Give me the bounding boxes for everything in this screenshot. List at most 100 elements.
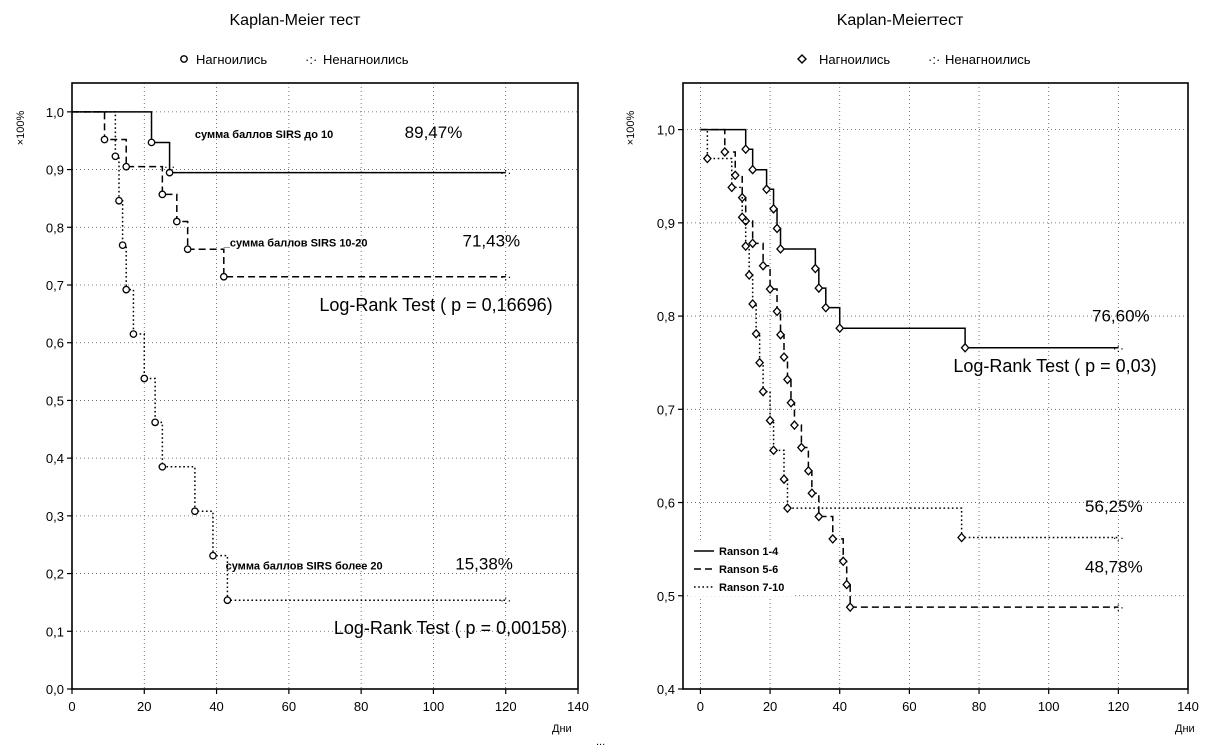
left-event-marker-2-0 (111, 152, 120, 161)
left-y-tick-label-7: 0,7 (46, 278, 64, 293)
left-event-marker-1-3 (172, 217, 181, 226)
left-annotation-7: Log-Rank Test ( p = 0,00158) (334, 618, 567, 638)
right-x-tick-label-2: 40 (832, 699, 846, 714)
right-event-marker-2-1 (727, 182, 737, 193)
left-y-tick-label-8: 0,8 (46, 220, 64, 235)
right-event-marker-2-13 (957, 532, 967, 543)
right-x-tick-label-4: 80 (972, 699, 986, 714)
right-event-marker-1-18 (838, 556, 848, 567)
right-series-line-1 (700, 128, 1119, 608)
left-x-tick-label-4: 80 (354, 699, 368, 714)
right-event-marker-1-12 (789, 420, 799, 431)
left-y-tick-label-1: 0,1 (46, 624, 64, 639)
left-annotation-5: сумма баллов SIRS более 20 (226, 561, 383, 573)
right-event-marker-1-16 (814, 511, 824, 522)
left-y-tick-label-9: 0,9 (46, 163, 64, 178)
right-annotation-0: 76,60% (1092, 307, 1150, 326)
right-series-legend: Ranson 1-4 Ranson 5-6 Ranson 7-10 (690, 541, 794, 596)
right-x-tick-label-3: 60 (902, 699, 916, 714)
right-event-marker-1-20 (845, 602, 855, 613)
left-event-marker-1-1 (122, 162, 131, 171)
left-x-tick-label-3: 60 (282, 699, 296, 714)
right-y-tick-label-6: 1,0 (657, 123, 675, 138)
right-y-tick-label-4: 0,8 (657, 309, 675, 324)
left-x-tick-label-2: 40 (209, 699, 223, 714)
left-grid (72, 83, 578, 689)
left-y-tick-label-6: 0,6 (46, 336, 64, 351)
right-ticks: 0 20 40 60 80 100 120 140 0,4 0,5 0,6 0,7 0,8 0,9 1,0 (657, 123, 1199, 714)
left-x-tick-label-1: 20 (137, 699, 151, 714)
right-event-marker-1-11 (786, 397, 796, 408)
left-x-tick-label-0: 0 (68, 699, 75, 714)
right-y-tick-label-5: 0,9 (657, 216, 675, 231)
left-y-tick-label-5: 0,5 (46, 393, 64, 408)
right-event-marker-1-14 (803, 465, 813, 476)
right-x-tick-label-5: 100 (1038, 699, 1060, 714)
left-event-marker-1-0 (100, 135, 109, 144)
left-annotations: сумма баллов SIRS до 10 89,47% _сумма балл… (195, 123, 567, 638)
left-event-marker-2-6 (151, 418, 159, 427)
right-event-marker-2-5 (748, 298, 758, 309)
left-legend-label-2: Ненагноились (323, 52, 409, 67)
right-grid (683, 83, 1188, 689)
left-y-tick-label-0: 0,0 (46, 682, 64, 697)
right-event-marker-0-7 (814, 283, 824, 294)
left-bottom-mark: ... (596, 736, 605, 748)
right-series-legend-label-3: Ranson 7-10 (719, 582, 784, 594)
right-event-marker-0-4 (772, 223, 782, 234)
right-censored-marker-1-0: ·:· (1113, 600, 1124, 614)
right-legend-marker-1 (797, 54, 807, 64)
right-series-line-2 (700, 128, 1119, 539)
right-y-tick-label-1: 0,5 (657, 589, 675, 604)
right-plot-frame (682, 82, 1189, 690)
left-event-marker-2-3 (122, 285, 131, 294)
right-event-marker-0-6 (810, 263, 820, 274)
left-event-marker-1-2 (158, 190, 167, 199)
right-event-marker-2-9 (765, 415, 775, 426)
right-event-marker-1-10 (783, 374, 792, 385)
left-censored-marker-2-0: ·:· (500, 593, 511, 607)
right-y-tick-label-0: 0,4 (657, 682, 675, 697)
left-event-marker-2-5 (140, 374, 149, 383)
left-annotation-0: сумма баллов SIRS до 10 (195, 129, 333, 141)
right-event-marker-0-1 (748, 164, 758, 175)
right-annotation-2: 56,25% (1085, 497, 1143, 516)
left-annotation-1: 89,47% (405, 123, 463, 142)
left-bottom-note: Дни (552, 723, 572, 735)
left-series-line-0 (72, 111, 506, 174)
right-event-marker-1-13 (796, 442, 806, 453)
left-y-tick-label-10: 1,0 (46, 105, 64, 120)
left-censored-marker-1-0: ·:· (164, 160, 175, 174)
right-event-marker-1-4 (748, 238, 758, 249)
left-event-marker-1-5 (219, 272, 228, 281)
left-legend-marker-2: ·:· (305, 52, 317, 67)
right-x-tick-label-1: 20 (763, 699, 777, 714)
right-series: ·:· ·:· ·:· (700, 128, 1124, 614)
right-event-marker-0-10 (960, 342, 970, 353)
left-plot-frame (71, 82, 579, 690)
right-x-tick-label-6: 120 (1107, 699, 1129, 714)
right-bottom-note: Дни (1175, 723, 1195, 735)
left-event-marker-2-4 (129, 330, 138, 338)
left-event-marker-2-8 (191, 507, 199, 516)
left-chart: Kaplan-Meier тест Нагноились ·:· Ненагно… (15, 12, 605, 748)
left-y-tick-label-4: 0,4 (46, 451, 64, 466)
left-y-tick-label-3: 0,3 (46, 509, 64, 524)
right-event-marker-2-11 (779, 474, 789, 485)
right-y-tick-label-3: 0,7 (657, 402, 675, 417)
right-annotation-3: 48,78% (1085, 557, 1143, 576)
right-chart-title: Kaplan-Meierтест (837, 12, 964, 29)
left-censored-marker-0-0: ·:· (500, 166, 511, 180)
left-censored-marker-1-1: ·:· (500, 270, 511, 284)
left-x-tick-label-5: 100 (423, 699, 445, 714)
right-series-legend-label-1: Ranson 1-4 (719, 546, 779, 558)
right-event-marker-1-5 (758, 260, 768, 271)
left-annotation-3: 71,43% (462, 231, 520, 250)
right-event-marker-1-17 (828, 533, 838, 544)
left-legend-marker-1 (180, 55, 188, 63)
right-event-marker-1-9 (779, 352, 789, 363)
right-event-marker-1-0 (720, 147, 730, 157)
right-annotation-1: Log-Rank Test ( p = 0,03) (953, 356, 1156, 376)
right-y-tick-label-2: 0,6 (657, 496, 675, 511)
left-series-line-2 (72, 111, 506, 601)
